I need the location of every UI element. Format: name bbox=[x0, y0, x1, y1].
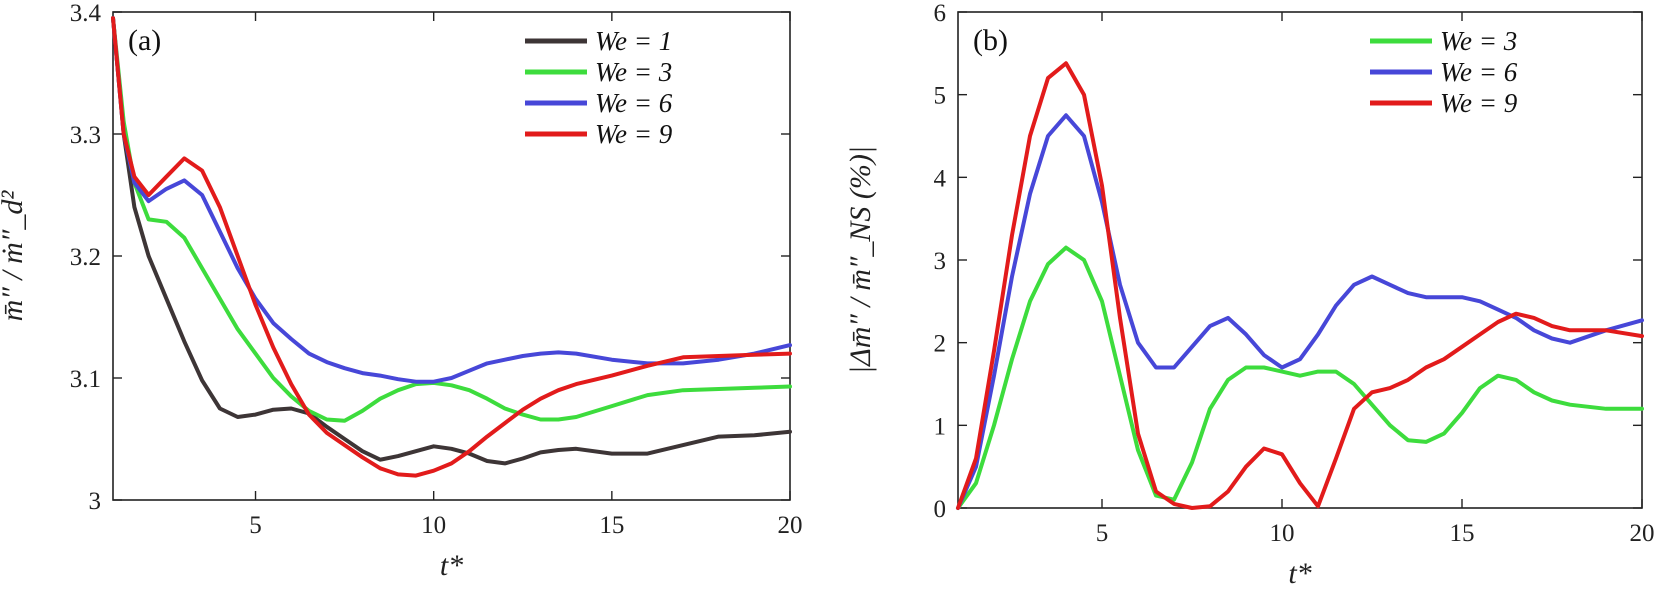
x-tick-label: 20 bbox=[778, 512, 803, 539]
series-line bbox=[111, 16, 792, 384]
legend-label: We = 3 bbox=[1440, 26, 1517, 56]
legend-label: We = 1 bbox=[595, 26, 672, 56]
series-line bbox=[111, 16, 792, 466]
series-line bbox=[111, 16, 792, 423]
y-axis-label: m̄″ / ṁ″_d² bbox=[0, 190, 29, 322]
x-tick-label: 5 bbox=[249, 512, 262, 539]
plot-frame bbox=[957, 11, 1643, 509]
plot-frame bbox=[112, 11, 791, 501]
legend-label: We = 9 bbox=[595, 119, 673, 149]
x-axis-label: t* bbox=[440, 549, 463, 582]
panel-b: 5 10 15 20 0 1 2 3 4 5 6 (b) We = 3We = 6We = 9 t* |Δm… bbox=[844, 0, 1655, 590]
legend-label: We = 3 bbox=[595, 57, 672, 87]
x-tick-label: 15 bbox=[1450, 520, 1475, 547]
y-tick-label: 3.1 bbox=[70, 366, 101, 393]
y-tick-label: 4 bbox=[934, 165, 947, 192]
legend-label: We = 6 bbox=[1440, 57, 1518, 87]
y-tick-label: 3 bbox=[89, 488, 102, 515]
x-tick-label: 10 bbox=[1270, 520, 1295, 547]
x-tick-label: 20 bbox=[1630, 520, 1655, 547]
series-line bbox=[111, 16, 792, 478]
series-line bbox=[956, 113, 1644, 510]
x-tick-label: 15 bbox=[599, 512, 624, 539]
x-tick-label: 5 bbox=[1096, 520, 1109, 547]
y-tick-label: 5 bbox=[934, 83, 947, 110]
x-axis-label: t* bbox=[1288, 557, 1311, 590]
y-tick-label: 2 bbox=[934, 331, 947, 358]
series-line bbox=[956, 61, 1644, 510]
y-tick-label: 3 bbox=[934, 248, 947, 275]
y-axis-label: |Δm̄″ / m̄″_NS (%)| bbox=[844, 146, 877, 374]
legend-label: We = 9 bbox=[1440, 88, 1518, 118]
legend-label: We = 6 bbox=[595, 88, 673, 118]
panel-label: (a) bbox=[128, 24, 161, 57]
y-tick-label: 3.3 bbox=[70, 122, 101, 149]
series-line bbox=[956, 245, 1644, 510]
y-tick-label: 1 bbox=[934, 413, 947, 440]
y-tick-label: 0 bbox=[934, 496, 947, 523]
y-tick-label: 3.4 bbox=[70, 0, 102, 27]
panel-label: (b) bbox=[973, 24, 1008, 57]
x-tick-label: 10 bbox=[421, 512, 446, 539]
y-tick-label: 6 bbox=[934, 0, 947, 27]
y-tick-label: 3.2 bbox=[70, 244, 101, 271]
